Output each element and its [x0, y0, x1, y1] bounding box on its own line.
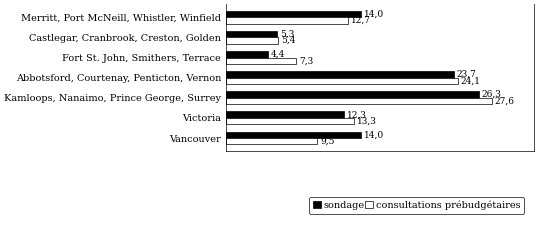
Text: 9,5: 9,5: [320, 137, 335, 146]
Bar: [226, 118, 354, 124]
Bar: [226, 38, 278, 44]
Bar: [226, 78, 458, 84]
Text: 12,3: 12,3: [347, 110, 367, 119]
Text: 7,3: 7,3: [299, 56, 313, 65]
Text: 14,0: 14,0: [364, 10, 384, 19]
Bar: [226, 17, 348, 24]
Text: 27,6: 27,6: [494, 96, 514, 106]
Text: 5,4: 5,4: [281, 36, 295, 45]
Bar: [226, 71, 454, 78]
Text: 5,3: 5,3: [280, 30, 294, 39]
Bar: [226, 11, 360, 17]
Text: 4,4: 4,4: [271, 50, 286, 59]
Bar: [226, 132, 360, 138]
Text: 23,7: 23,7: [457, 70, 477, 79]
Text: 13,3: 13,3: [357, 117, 377, 126]
Text: 12,7: 12,7: [351, 16, 371, 25]
Bar: [226, 51, 268, 58]
Text: 24,1: 24,1: [461, 76, 481, 85]
Bar: [226, 31, 277, 38]
Text: 14,0: 14,0: [364, 130, 384, 139]
Bar: [226, 138, 317, 144]
Legend: sondage, consultations prébudgétaires: sondage, consultations prébudgétaires: [309, 197, 525, 214]
Bar: [226, 58, 296, 64]
Bar: [226, 111, 344, 118]
Bar: [226, 91, 479, 98]
Text: 26,3: 26,3: [482, 90, 502, 99]
Bar: [226, 98, 492, 104]
